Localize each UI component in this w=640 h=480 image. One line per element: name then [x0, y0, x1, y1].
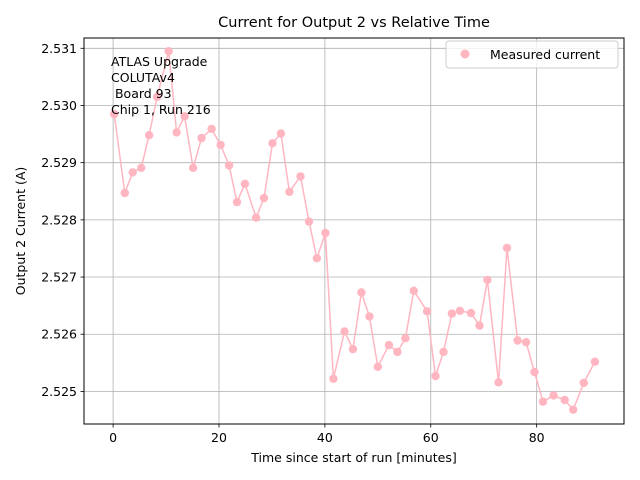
data-point [259, 193, 269, 203]
y-tick-label: 2.528 [41, 212, 77, 227]
data-point [494, 378, 503, 387]
x-axis-label: Time since start of run [minutes] [250, 450, 456, 465]
annotation-line-2: COLUTAv4 [111, 70, 175, 85]
y-tick-label: 2.526 [41, 327, 77, 342]
data-point [251, 213, 261, 222]
data-point [549, 391, 558, 400]
y-axis-ticks: 2.525 2.526 2.527 2.528 2.529 2.530 2.531 [41, 41, 84, 399]
data-point [120, 188, 129, 198]
data-point [502, 243, 512, 253]
legend: Measured current [445, 40, 619, 69]
chart-title: Current for Output 2 vs Relative Time [218, 15, 490, 31]
data-point [321, 228, 330, 238]
data-point [268, 139, 277, 148]
data-point [401, 334, 410, 343]
y-tick-label: 2.530 [41, 98, 77, 113]
y-tick-label: 2.527 [41, 270, 77, 285]
data-point [384, 340, 394, 350]
x-tick-label: 0 [109, 430, 117, 445]
legend-box [445, 40, 619, 69]
data-point [475, 321, 484, 330]
x-tick-label: 40 [317, 430, 333, 445]
annotation-line-3: Board 93 [111, 86, 172, 101]
annotation-line-1: ATLAS Upgrade [111, 54, 208, 69]
data-point [365, 312, 374, 321]
data-point [197, 133, 206, 143]
data-point [216, 140, 225, 150]
data-point [296, 172, 305, 181]
y-tick-label: 2.525 [41, 384, 77, 399]
data-point [110, 109, 119, 119]
data-point [422, 307, 432, 316]
data-point [590, 357, 600, 366]
data-point [180, 112, 189, 121]
data-point [232, 197, 242, 207]
data-point [409, 286, 418, 295]
data-point [340, 327, 349, 336]
data-point [164, 47, 173, 56]
data-point [579, 378, 588, 387]
data-point [393, 347, 402, 357]
annotation-text: ATLAS Upgrade COLUTAv4 Board 93 Chip 1, … [111, 54, 211, 117]
data-point [329, 374, 338, 383]
data-point [439, 347, 448, 357]
data-point [207, 124, 216, 134]
data-point [521, 338, 531, 347]
data-point [348, 344, 358, 354]
y-tick-label: 2.531 [41, 41, 77, 56]
data-point [304, 217, 314, 226]
data-point [538, 397, 548, 406]
y-axis-label: Output 2 Current (A) [13, 167, 28, 296]
x-axis-ticks: 0 20 40 60 80 [109, 424, 545, 445]
data-point [530, 367, 539, 377]
data-point [172, 128, 181, 137]
data-point [431, 371, 440, 381]
data-point [569, 405, 578, 414]
data-point [276, 129, 286, 138]
legend-label: Measured current [490, 47, 600, 62]
data-point [455, 306, 465, 315]
data-point [137, 163, 146, 172]
data-point [152, 92, 162, 102]
x-tick-label: 60 [423, 430, 439, 445]
data-point [240, 179, 250, 188]
data-point [447, 309, 457, 318]
data-point [373, 362, 382, 371]
data-point [466, 308, 476, 318]
x-tick-label: 80 [529, 430, 545, 445]
series-points [110, 47, 600, 414]
data-point [285, 187, 294, 196]
data-point [188, 163, 198, 172]
y-tick-label: 2.529 [41, 155, 77, 170]
data-point [312, 254, 322, 263]
data-point [483, 275, 492, 285]
plot-frame [83, 37, 625, 425]
data-point [357, 288, 366, 297]
x-tick-label: 20 [211, 430, 227, 445]
data-point [560, 395, 569, 405]
legend-marker [460, 49, 470, 59]
data-point [128, 168, 137, 177]
data-point [513, 336, 522, 345]
series-line-measured-current [113, 51, 596, 412]
data-point [144, 131, 154, 140]
data-point [224, 161, 234, 170]
annotation-line-4: Chip 1, Run 216 [111, 102, 211, 117]
